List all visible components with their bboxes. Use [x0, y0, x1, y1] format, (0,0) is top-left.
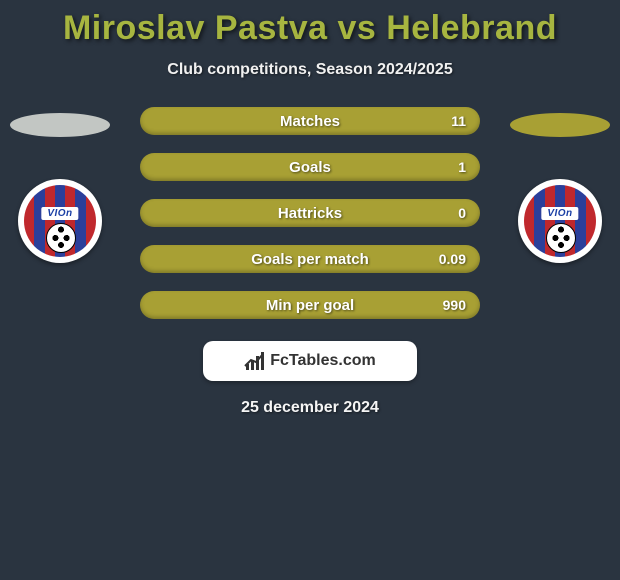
chart-icon: [244, 352, 264, 370]
date-text: 25 december 2024: [0, 399, 620, 417]
stat-bar-value: 0.09: [439, 251, 466, 267]
chart-trend-icon: [244, 352, 264, 370]
left-player-ellipse: [10, 113, 110, 137]
page-title: Miroslav Pastva vs Helebrand: [0, 0, 620, 47]
right-player-column: VIOn: [510, 107, 610, 263]
badge-stripe: [586, 185, 596, 257]
right-badge-label: VIOn: [541, 207, 578, 220]
badge-stripe: [524, 185, 534, 257]
stat-bar-label: Goals: [289, 159, 331, 176]
left-badge-label: VIOn: [41, 207, 78, 220]
badge-stripe: [34, 185, 44, 257]
badge-stripe: [534, 185, 544, 257]
stat-bar-label: Matches: [280, 113, 340, 130]
right-player-ellipse: [510, 113, 610, 137]
attribution-text: FcTables.com: [270, 352, 376, 370]
stat-bar-label: Goals per match: [251, 251, 369, 268]
stat-bar: Goals per match 0.09: [140, 245, 480, 273]
badge-stripe: [24, 185, 34, 257]
stat-bars: Matches 11 Goals 1 Hattricks 0 Goals per match…: [140, 107, 480, 319]
stat-bar-label: Hattricks: [278, 205, 342, 222]
badge-stripe: [75, 185, 85, 257]
stat-bar: Hattricks 0: [140, 199, 480, 227]
left-club-badge: VIOn: [18, 179, 102, 263]
stat-bar-value: 1: [458, 159, 466, 175]
stat-bar-value: 0: [458, 205, 466, 221]
right-club-badge: VIOn: [518, 179, 602, 263]
content-area: VIOn VIOn Matches 11 Goals 1 Hattricks 0 Goals…: [0, 107, 620, 417]
stat-bar-value: 990: [443, 297, 466, 313]
page-subtitle: Club competitions, Season 2024/2025: [0, 61, 620, 79]
badge-stripe: [86, 185, 96, 257]
stat-bar-value: 11: [451, 113, 466, 129]
stat-bar: Min per goal 990: [140, 291, 480, 319]
left-player-column: VIOn: [10, 107, 110, 263]
attribution-badge: FcTables.com: [203, 341, 417, 381]
stat-bar-label: Min per goal: [266, 297, 354, 314]
stat-bar: Goals 1: [140, 153, 480, 181]
stat-bar: Matches 11: [140, 107, 480, 135]
badge-stripe: [575, 185, 585, 257]
